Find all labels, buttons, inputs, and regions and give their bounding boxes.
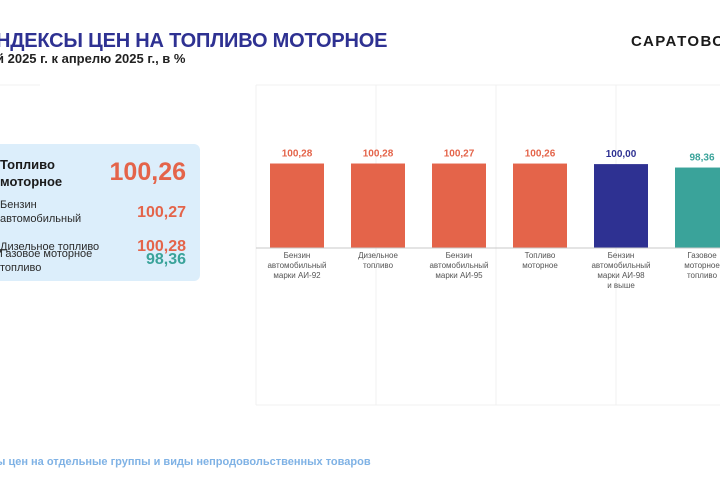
page-subtitle: й 2025 г. к апрелю 2025 г., в %	[0, 51, 186, 66]
category-label: Топливо	[525, 251, 556, 260]
category-label: марки АИ-98	[597, 271, 645, 280]
category-label: топливо	[687, 271, 718, 280]
bar	[351, 163, 405, 248]
category-label: моторное	[684, 261, 720, 270]
summary-value: 100,27	[137, 204, 186, 221]
brand-logo-text: САРАТОВС	[631, 33, 720, 50]
summary-label: Топливо моторное	[0, 157, 63, 189]
category-label: Бензин	[284, 251, 311, 260]
category-label: моторное	[522, 261, 558, 270]
bar	[513, 163, 567, 248]
bar-value-label: 100,28	[282, 149, 313, 160]
summary-label: Дизельное топливо	[0, 241, 100, 253]
bar-value-label: 100,27	[444, 149, 475, 160]
bar-value-label: 100,00	[606, 149, 637, 160]
summary-value: 100,28	[137, 238, 186, 255]
category-label: автомобильный	[267, 261, 326, 270]
summary-value: 100,26	[109, 158, 186, 186]
summary-value: 98,36	[145, 251, 186, 268]
summary-row-fuel: Топливо моторное 100,26	[0, 152, 200, 192]
category-label: Бензин	[608, 251, 635, 260]
summary-panel: Топливо моторное 100,26 Бензин автомобил…	[0, 144, 200, 281]
summary-row-diesel: Дизельное топливо 100,28	[0, 238, 200, 258]
summary-label: Газовое моторное топливо	[0, 248, 93, 274]
summary-row-gasoline: Бензин автомобильный 100,27	[0, 198, 200, 228]
category-label: автомобильный	[591, 261, 650, 270]
bar-value-label: 100,28	[363, 149, 394, 160]
category-label: Газовое	[687, 251, 717, 260]
bar-value-label: 100,26	[525, 149, 556, 160]
category-label: Дизельное	[358, 251, 398, 260]
bar	[675, 167, 720, 248]
category-label: и выше	[607, 281, 635, 290]
bar-value-label: 98,36	[689, 153, 714, 164]
bar	[432, 163, 486, 248]
page-title: НДЕКСЫ ЦЕН НА ТОПЛИВО МОТОРНОЕ	[0, 30, 388, 52]
bar	[594, 164, 648, 248]
bar	[270, 163, 324, 248]
category-label: марки АИ-92	[273, 271, 321, 280]
category-label: топливо	[363, 261, 394, 270]
category-label: марки АИ-95	[435, 271, 483, 280]
category-label: автомобильный	[429, 261, 488, 270]
summary-label: Бензин автомобильный	[0, 199, 82, 225]
category-label: Бензин	[446, 251, 473, 260]
footer-link[interactable]: ы цен на отдельные группы и виды непродо…	[0, 456, 371, 468]
summary-row-gas: Газовое моторное топливо 98,36	[0, 247, 200, 277]
